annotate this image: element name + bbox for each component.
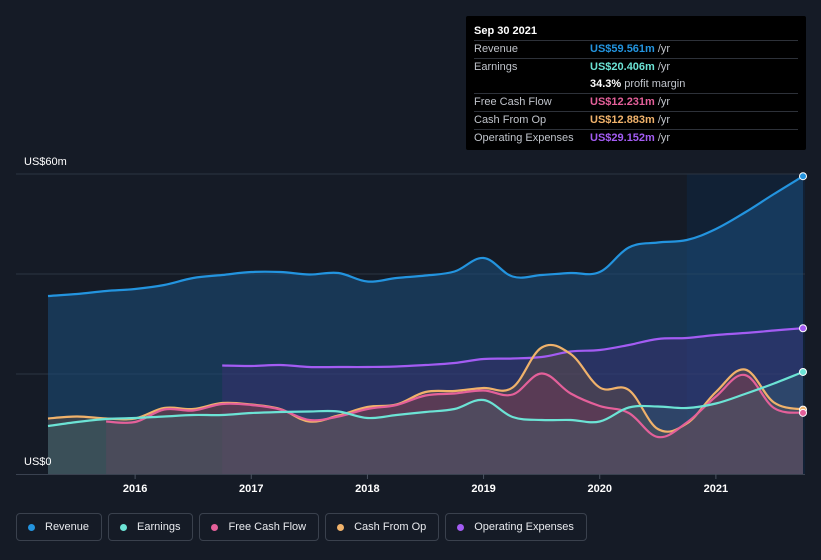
revenue-end-point xyxy=(799,172,807,181)
tooltip-row-value: US$12.883m xyxy=(590,114,655,126)
revenue-line xyxy=(47,175,804,298)
tooltip-row-suffix: /yr xyxy=(657,96,671,108)
tooltip-row: Revenue US$59.561m/yr xyxy=(474,40,798,58)
tooltip-row-suffix: /yr xyxy=(657,43,671,55)
x-tick-label: 2017 xyxy=(239,483,263,495)
legend: Revenue Earnings Free Cash Flow Cash From O… xyxy=(16,513,587,541)
tooltip-row: Free Cash Flow US$12.231m/yr xyxy=(474,93,798,111)
x-tick-label: 2021 xyxy=(704,483,728,495)
legend-dot-icon xyxy=(120,523,128,531)
x-tick-label: 2016 xyxy=(123,483,147,495)
tooltip-row: Earnings US$20.406m/yr xyxy=(474,58,798,76)
earnings-area xyxy=(48,372,803,474)
tooltip-row: 34.3% profit margin xyxy=(474,76,798,93)
free-cash-flow-area xyxy=(106,373,804,474)
operating-expenses-line xyxy=(222,327,804,369)
tooltip-row: Cash From Op US$12.883m/yr xyxy=(474,111,798,129)
x-tick-label: 2018 xyxy=(355,483,379,495)
tooltip-row-value: 34.3% xyxy=(590,78,622,90)
tooltip-row-label: Operating Expenses xyxy=(474,132,574,144)
tooltip-row-label: Cash From Op xyxy=(474,114,547,126)
legend-dot-icon xyxy=(457,523,465,531)
legend-item[interactable]: Free Cash Flow xyxy=(199,513,320,541)
legend-item[interactable]: Earnings xyxy=(108,513,194,541)
tooltip-row-value: US$29.152m xyxy=(590,132,655,144)
tooltip-row-value: US$20.406m xyxy=(590,61,655,73)
tooltip-row-label xyxy=(474,76,590,93)
tooltip-row-suffix: profit margin xyxy=(624,78,686,90)
tooltip-row-value: US$59.561m xyxy=(590,43,655,55)
tooltip-row-suffix: /yr xyxy=(657,114,671,126)
free-cash-flow-end-point xyxy=(799,408,807,417)
legend-label: Revenue xyxy=(45,521,90,533)
x-tick-label: 2019 xyxy=(471,483,495,495)
tooltip-row-label: Free Cash Flow xyxy=(474,96,552,108)
legend-label: Free Cash Flow xyxy=(228,521,307,533)
tooltip-row: Operating Expenses US$29.152m/yr xyxy=(474,129,798,147)
tooltip-date: Sep 30 2021 xyxy=(474,25,537,37)
cash-from-op-area xyxy=(48,344,803,474)
legend-label: Earnings xyxy=(137,521,181,533)
legend-dot-icon xyxy=(211,523,219,531)
revenue-area xyxy=(48,176,803,474)
legend-item[interactable]: Revenue xyxy=(16,513,103,541)
legend-label: Cash From Op xyxy=(354,521,427,533)
tooltip: Sep 30 2021 Revenue US$59.561m/yr Earnings… xyxy=(466,16,806,150)
series-layer xyxy=(47,172,807,474)
tooltip-row-suffix: /yr xyxy=(657,61,671,73)
earnings-end-point xyxy=(799,367,807,376)
legend-dot-icon xyxy=(28,523,35,531)
earnings-line xyxy=(47,370,804,428)
tooltip-rows: Revenue US$59.561m/yr Earnings US$20.406m/y… xyxy=(474,40,798,147)
tooltip-row-suffix: /yr xyxy=(657,132,671,144)
y-axis-bottom-label: US$0 xyxy=(24,456,52,468)
x-tick-label: 2020 xyxy=(587,483,611,495)
legend-item[interactable]: Cash From Op xyxy=(325,513,440,541)
legend-label: Operating Expenses xyxy=(474,521,574,533)
x-axis-ticks: 2016 2017 2018 2019 2020 2021 xyxy=(123,474,728,495)
tooltip-row-label: Earnings xyxy=(474,61,518,73)
legend-item[interactable]: Operating Expenses xyxy=(445,513,587,541)
legend-dot-icon xyxy=(337,523,345,531)
tooltip-row-value: US$12.231m xyxy=(590,96,655,108)
tooltip-row-label: Revenue xyxy=(474,43,519,55)
free-cash-flow-line xyxy=(106,372,804,439)
operating-expenses-end-point xyxy=(799,324,807,333)
y-axis-top-label: US$60m xyxy=(24,156,67,168)
